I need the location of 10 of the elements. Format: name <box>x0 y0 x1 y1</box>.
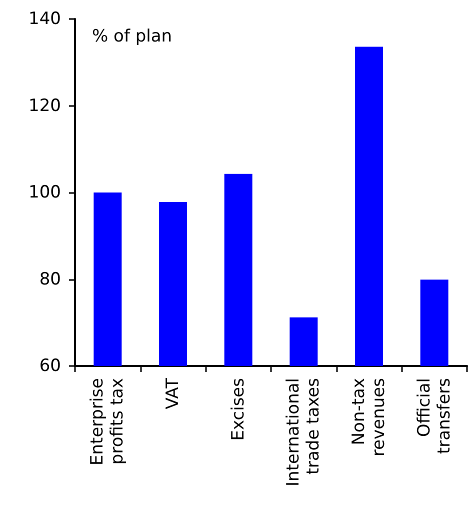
y-tick-label: 100 <box>28 182 61 202</box>
y-tick-label: 120 <box>28 96 61 116</box>
annotation: % of plan <box>92 26 172 46</box>
x-tick-label: International trade taxes <box>284 378 324 486</box>
y-tick-label: 60 <box>39 356 61 376</box>
x-tick-label: Enterprise profits tax <box>88 378 128 466</box>
y-tick-label: 140 <box>28 9 61 29</box>
x-tick-label: Excises <box>228 378 248 441</box>
x-tick-label: VAT <box>163 377 183 410</box>
y-tick-label: 80 <box>39 269 61 290</box>
